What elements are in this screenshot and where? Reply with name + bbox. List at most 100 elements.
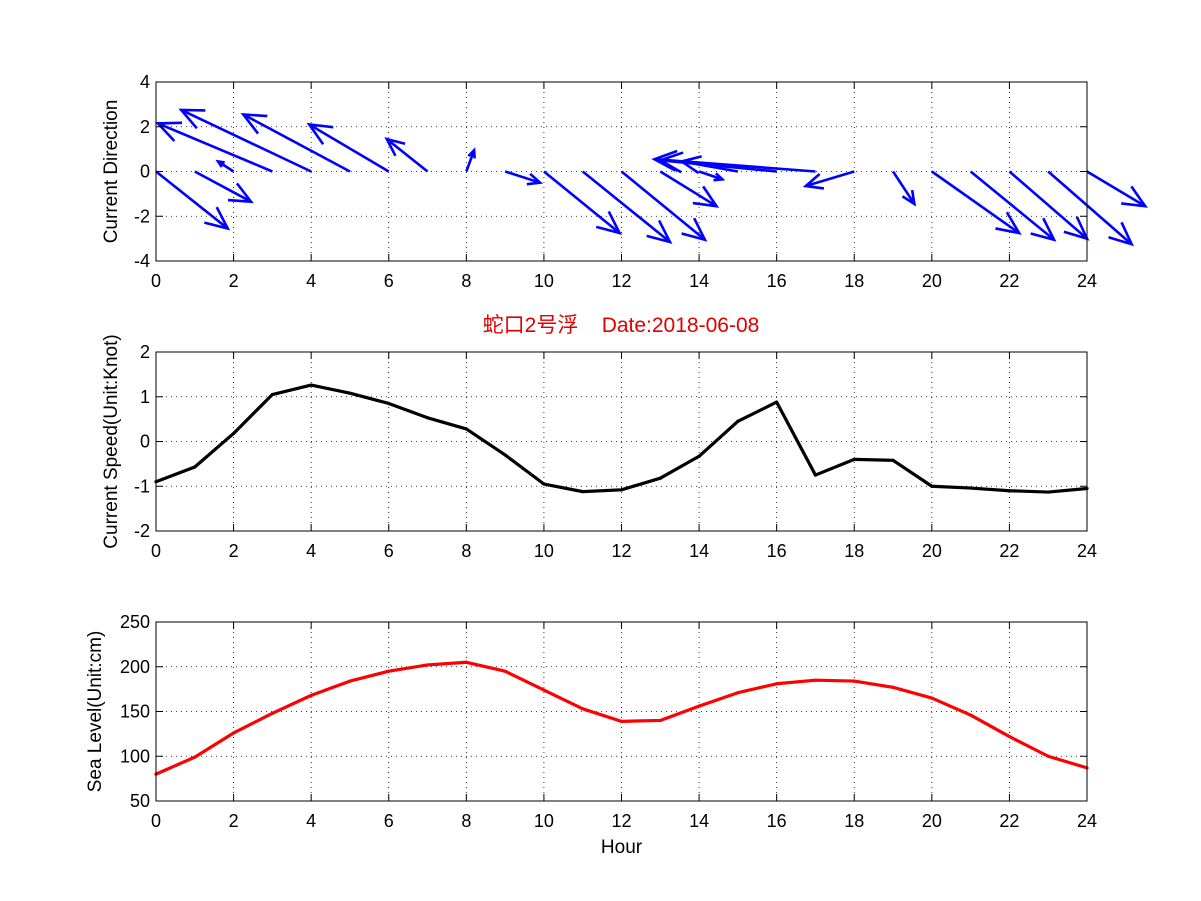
chart-1-xtick-label-3: 6	[384, 541, 394, 561]
chart-0-xtick-label-5: 10	[534, 271, 554, 291]
current-direction-arrow-head-0	[204, 206, 231, 231]
current-direction-arrow-0	[155, 170, 231, 231]
chart-1-xtick-label-4: 8	[461, 541, 471, 561]
current-direction-arrow-shaft-12	[620, 170, 706, 241]
sea-level-point-23	[1046, 754, 1050, 758]
current-direction-arrow-2	[215, 159, 235, 173]
current-direction-arrow-9	[504, 170, 544, 186]
chart-0-ytick-label-2: 0	[140, 162, 150, 182]
current-direction-arrow-head-20	[995, 211, 1022, 235]
chart-2-xtick-label-2: 4	[306, 811, 316, 831]
current-direction-arrow-20	[931, 170, 1022, 235]
chart-0-ytick-label-3: 2	[140, 117, 150, 137]
current-direction-arrow-head-19	[901, 189, 917, 207]
current-speed-point-15	[736, 419, 740, 423]
current-direction-arrow-head-12	[681, 217, 708, 242]
chart-0-xtick-label-6: 12	[611, 271, 631, 291]
current-direction-arrow-head-4	[178, 108, 206, 130]
current-speed-point-2	[231, 431, 236, 436]
sea-level-point-4	[309, 693, 313, 697]
current-direction-arrow-3	[155, 121, 273, 173]
current-speed-point-11	[581, 490, 585, 494]
current-direction-arrow-shaft-13	[659, 170, 718, 208]
sea-level-point-10	[542, 688, 546, 692]
current-speed-point-6	[387, 401, 391, 406]
current-speed-point-17	[813, 473, 818, 477]
chart-1-xtick-label-2: 4	[306, 541, 316, 561]
chart-1-xtick-label-5: 10	[534, 541, 554, 561]
current-speed-point-1	[193, 465, 197, 469]
current-direction-arrow-head-2	[215, 159, 225, 168]
chart-1-xtick-label-10: 20	[922, 541, 942, 561]
current-direction-arrow-head-14	[713, 172, 726, 182]
sea-level-point-16	[775, 682, 779, 686]
sea-level-point-11	[581, 707, 585, 711]
chart-1-ytick-label-3: 1	[140, 387, 150, 407]
chart-2-xtick-label-7: 14	[689, 811, 709, 831]
sea-level-point-3	[270, 711, 274, 715]
current-direction-arrow-head-3	[155, 121, 183, 142]
current-direction-arrow-head-8	[467, 147, 476, 159]
current-speed-point-19	[891, 458, 895, 462]
current-direction-arrow-shaft-8	[465, 149, 476, 172]
current-direction-arrow-11	[581, 170, 673, 244]
current-direction-arrow-shaft-3	[157, 122, 273, 173]
current-speed-point-9	[503, 453, 507, 457]
sea-level-point-12	[619, 719, 624, 723]
sea-level-xlabel: Hour	[601, 837, 643, 858]
current-direction-arrow-shaft-11	[581, 170, 671, 243]
current-direction-arrow-8	[465, 147, 476, 172]
chart-2-xtick-label-9: 18	[844, 811, 864, 831]
current-speed-point-5	[348, 391, 352, 395]
current-speed-point-12	[619, 488, 624, 492]
sea-level-point-18	[852, 679, 856, 683]
chart-1-xtick-label-8: 16	[767, 541, 787, 561]
chart-0-xtick-label-9: 18	[844, 271, 864, 291]
current-direction-arrow-shaft-5	[242, 113, 351, 173]
current-direction-ylabel: Current Direction	[101, 100, 122, 244]
chart-2-xtick-label-12: 24	[1077, 811, 1097, 831]
chart-2-ytick-label-0: 50	[130, 791, 150, 811]
current-direction-arrow-head-23	[1108, 221, 1134, 247]
current-direction-arrow-19	[891, 170, 917, 207]
sea-level-point-2	[231, 731, 236, 735]
chart-title: 蛇口2号浮 Date:2018-06-08	[483, 314, 760, 337]
current-direction-arrow-12	[620, 170, 708, 242]
current-direction-arrow-shaft-9	[504, 170, 541, 184]
current-direction-arrow-head-1	[227, 182, 254, 204]
sea-level-point-13	[658, 718, 662, 723]
current-direction-arrow-shaft-7	[386, 138, 429, 173]
current-direction-arrow-head-13	[692, 185, 720, 208]
sea-level-point-17	[813, 678, 818, 682]
current-direction-arrow-shaft-23	[1047, 170, 1133, 246]
current-direction-arrow-5	[240, 112, 351, 173]
current-direction-arrow-shaft-19	[891, 170, 916, 205]
sea-level-point-9	[503, 669, 507, 673]
sea-level-point-6	[387, 669, 391, 673]
current-direction-arrow-23	[1047, 170, 1134, 247]
chart-0-ytick-label-4: 4	[140, 72, 150, 92]
current-direction-arrow-shaft-17	[654, 157, 816, 173]
chart-1-ytick-label-1: -1	[134, 476, 150, 496]
current-speed-point-23	[1046, 490, 1050, 494]
chart-2-ytick-label-3: 200	[120, 657, 150, 677]
chart-2-xtick-label-3: 6	[384, 811, 394, 831]
chart-0-ytick-label-0: -4	[134, 251, 150, 271]
sea-level-point-22	[1007, 734, 1012, 739]
chart-0-xtick-label-0: 0	[151, 271, 161, 291]
sea-level-point-7	[425, 663, 430, 667]
current-direction-arrow-head-7	[384, 137, 406, 157]
current-direction-arrow-shaft-22	[1008, 170, 1088, 240]
sea-level-point-5	[348, 679, 352, 683]
current-speed-point-18	[852, 457, 856, 461]
current-direction-arrow-18	[802, 170, 855, 190]
chart-2-xtick-label-5: 10	[534, 811, 554, 831]
chart-1-xtick-label-6: 12	[611, 541, 631, 561]
sea-level-point-21	[969, 713, 973, 717]
chart-1-xtick-label-11: 22	[999, 541, 1019, 561]
chart-2-ytick-label-2: 150	[120, 702, 150, 722]
current-direction-arrow-head-21	[1030, 217, 1057, 242]
